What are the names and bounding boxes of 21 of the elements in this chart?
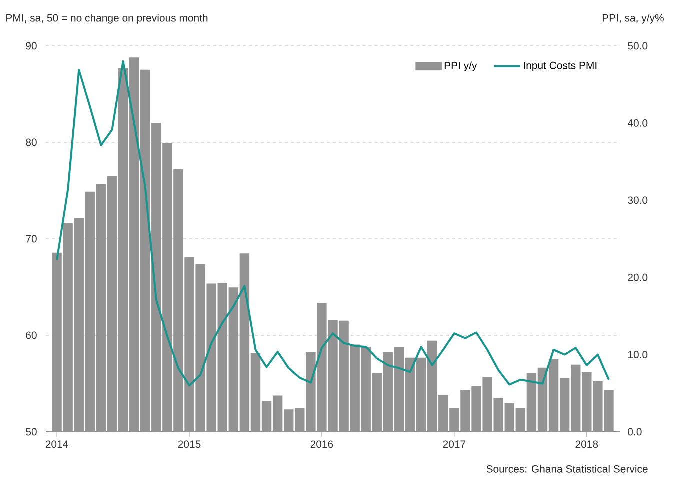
x-tick-label: 2018 xyxy=(576,440,598,448)
y-tick-label: 90 xyxy=(26,42,37,50)
y2-tick-label: 40.0 xyxy=(628,120,648,127)
y-tick-label: 80 xyxy=(26,138,37,146)
legend-label: PPI y/y xyxy=(444,62,478,72)
y2-tick-label: 20.0 xyxy=(628,274,648,282)
y2-axis-title: PPI, sa, y/y% xyxy=(602,14,664,24)
y2-tick-label: 10.0 xyxy=(628,351,648,359)
y-tick-label: 50 xyxy=(26,428,37,436)
x-tick-label: 2017 xyxy=(443,440,466,448)
y-axis-title: PMI, sa, 50 = no change on previous month xyxy=(6,14,208,24)
y2-tick-label: 0.0 xyxy=(628,428,642,436)
source-note: Sources: Ghana Statistical Service xyxy=(486,465,648,473)
x-tick-label: 2016 xyxy=(310,440,334,448)
x-tick-label: 2015 xyxy=(178,440,201,448)
legend-label: Input Costs PMI xyxy=(524,62,597,72)
y-tick-label: 70 xyxy=(26,235,37,243)
y-tick-label: 60 xyxy=(26,332,37,340)
y2-tick-label: 50.0 xyxy=(628,42,648,50)
y2-tick-label: 30.0 xyxy=(628,196,648,204)
x-tick-label: 2014 xyxy=(46,440,68,448)
